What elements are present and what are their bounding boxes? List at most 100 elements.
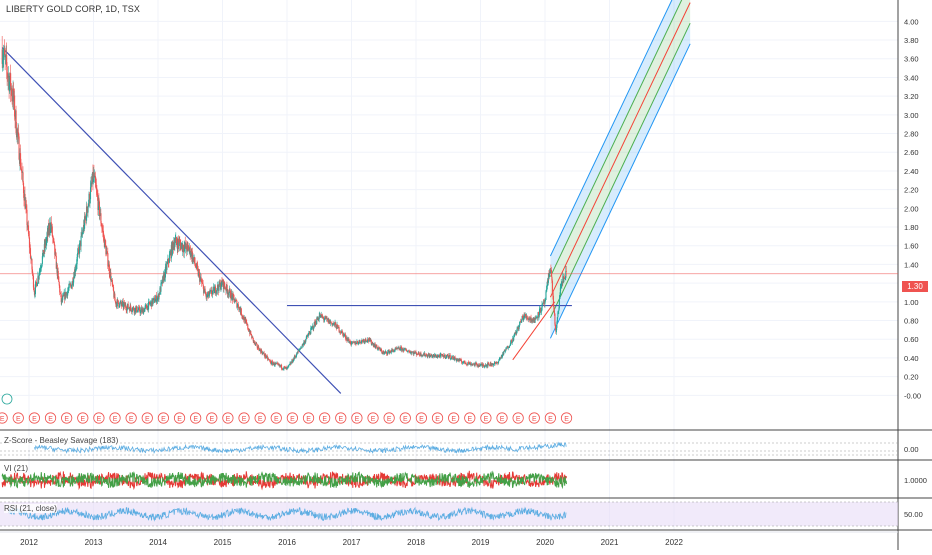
candle-body [90, 182, 92, 188]
candle-body [530, 317, 532, 322]
candle-body [38, 271, 40, 276]
earnings-marker-circle [222, 412, 234, 424]
earnings-marker[interactable]: E [286, 412, 298, 424]
candle-body [561, 281, 563, 286]
earnings-marker[interactable]: E [319, 412, 331, 424]
candle-body [43, 252, 45, 256]
candle-body [82, 232, 84, 235]
candle-body [230, 292, 232, 300]
candle-body [452, 356, 454, 360]
candle-body [553, 305, 555, 311]
earnings-marker[interactable]: E [367, 412, 379, 424]
candle-body [259, 348, 261, 351]
earnings-marker[interactable]: E [0, 412, 8, 424]
earnings-marker[interactable]: E [560, 412, 573, 424]
candle-body [97, 197, 100, 211]
candle-body [329, 320, 331, 324]
candle-body [258, 346, 260, 350]
candle-body [117, 300, 119, 304]
candle-body [274, 363, 276, 366]
vi-pane-label[interactable]: VI (21) [4, 464, 29, 473]
earnings-marker[interactable]: E [270, 412, 282, 424]
price-axis-label: 3.60 [904, 55, 919, 64]
earnings-marker[interactable]: E [528, 412, 540, 424]
earnings-marker[interactable]: E [190, 412, 202, 424]
candle-body [431, 355, 433, 358]
earnings-marker-circle [431, 412, 444, 424]
earnings-marker[interactable]: E [496, 412, 508, 424]
candle-body [526, 315, 528, 319]
earnings-marker[interactable]: E [431, 412, 444, 424]
rsi-pane-label[interactable]: RSI (21, close) [4, 504, 57, 513]
earnings-marker[interactable]: E [206, 412, 218, 424]
candle-body [370, 339, 372, 345]
earnings-marker[interactable]: E [61, 412, 73, 424]
earnings-marker[interactable]: E [93, 412, 105, 424]
candle-body [178, 241, 180, 247]
earnings-marker[interactable]: E [351, 412, 363, 424]
earnings-marker-circle [319, 412, 331, 424]
price-axis-label: 1.00 [904, 298, 919, 307]
candle-body [226, 284, 228, 289]
earnings-marker[interactable]: E [399, 412, 411, 424]
earnings-marker[interactable]: E [448, 412, 460, 424]
candle-body [32, 273, 34, 276]
candle-body [268, 359, 270, 360]
candle-body [132, 308, 134, 311]
candle-body [398, 347, 400, 350]
alert-badge[interactable] [1, 393, 13, 405]
earnings-marker[interactable]: E [480, 412, 492, 424]
earnings-marker[interactable]: E [141, 412, 153, 424]
earnings-marker[interactable]: E [335, 412, 347, 424]
earnings-marker[interactable]: E [44, 412, 57, 424]
earnings-marker[interactable]: E [544, 412, 557, 424]
symbol-title[interactable]: LIBERTY GOLD CORP, 1D, TSX [6, 4, 140, 14]
candle-body [125, 304, 127, 308]
earnings-marker[interactable]: E [254, 412, 266, 424]
earnings-marker[interactable]: E [109, 412, 121, 424]
candle-body [22, 172, 24, 183]
earnings-marker[interactable]: E [157, 412, 169, 424]
candle-body [186, 244, 188, 252]
candle-body [340, 331, 342, 333]
candle-body [553, 310, 555, 314]
earnings-marker[interactable]: E [383, 412, 395, 424]
earnings-marker-letter: E [564, 416, 569, 423]
candle-body [87, 203, 90, 207]
candle-body [542, 302, 545, 304]
candle-body [283, 366, 285, 369]
candle-body [366, 340, 368, 342]
candle-body [544, 299, 547, 302]
candle-body [86, 206, 88, 213]
candle-body [338, 327, 340, 332]
candle-body [266, 355, 268, 357]
earnings-marker[interactable]: E [173, 412, 186, 424]
zscore-pane-label[interactable]: Z-Score - Beasley Savage (183) [4, 436, 119, 445]
candle-body [52, 237, 54, 239]
earnings-marker[interactable]: E [512, 412, 524, 424]
earnings-marker[interactable]: E [415, 412, 427, 424]
candle-body [269, 359, 271, 361]
earnings-marker[interactable]: E [12, 412, 24, 424]
candle-body [468, 362, 470, 364]
earnings-marker[interactable]: E [77, 412, 89, 424]
earnings-marker[interactable]: E [464, 412, 476, 424]
earnings-marker-circle [125, 412, 137, 424]
earnings-marker[interactable]: E [222, 412, 234, 424]
earnings-marker-letter: E [129, 416, 134, 423]
earnings-marker[interactable]: E [238, 412, 250, 424]
candle-body [4, 54, 6, 58]
earnings-marker[interactable]: E [125, 412, 137, 424]
candle-body [33, 290, 35, 295]
candle-body [537, 312, 540, 317]
candle-body [214, 286, 217, 294]
earnings-marker-letter: E [338, 416, 343, 423]
earnings-marker[interactable]: E [28, 412, 41, 424]
earnings-marker[interactable]: E [302, 412, 315, 424]
candle-body [417, 354, 419, 356]
candle-body [29, 248, 32, 259]
time-axis-label: 2022 [665, 538, 683, 547]
candle-body [333, 323, 335, 325]
